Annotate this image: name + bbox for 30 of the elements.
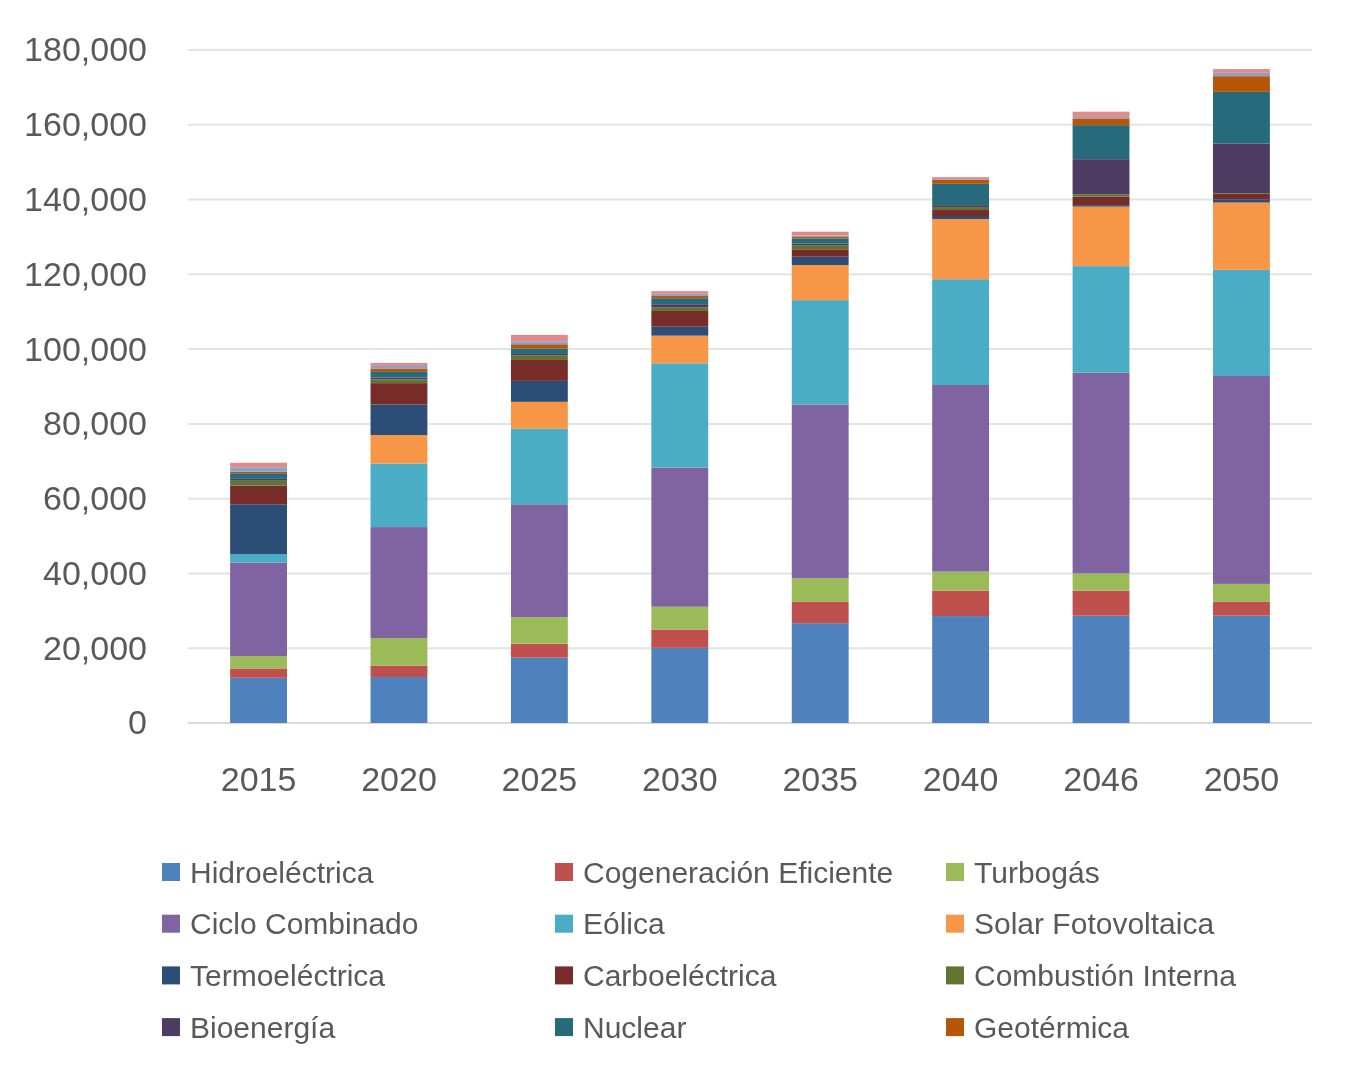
y-tick-label: 0 xyxy=(128,703,147,742)
legend-label: Nuclear xyxy=(583,1010,687,1044)
legend-label: Combustión Interna xyxy=(974,958,1237,992)
x-tick-label: 2025 xyxy=(501,759,578,798)
y-tick-label: 180,000 xyxy=(24,30,147,69)
x-tick-label: 2040 xyxy=(922,759,999,798)
x-tick-label: 2030 xyxy=(641,759,718,798)
legend-label: Carboeléctrica xyxy=(583,958,777,992)
x-tick-label: 2035 xyxy=(782,759,859,798)
legend-label: Eólica xyxy=(583,907,666,941)
y-tick-label: 60,000 xyxy=(43,479,147,518)
legend-label: Termoeléctrica xyxy=(190,958,386,992)
y-tick-label: 120,000 xyxy=(24,254,147,293)
y-tick-label: 80,000 xyxy=(43,404,147,443)
y-tick-label: 20,000 xyxy=(43,628,147,667)
y-tick-label: 160,000 xyxy=(24,105,147,144)
x-tick-label: 2050 xyxy=(1203,759,1280,798)
legend-label: Cogeneración Eficiente xyxy=(583,855,894,889)
y-tick-label: 40,000 xyxy=(43,553,147,592)
x-tick-label: 2046 xyxy=(1063,759,1139,798)
x-tick-label: 2015 xyxy=(220,759,297,798)
y-tick-label: 100,000 xyxy=(24,329,147,368)
legend-label: Turbogás xyxy=(974,855,1100,889)
legend-label: Geotérmica xyxy=(974,1010,1130,1044)
x-tick-label: 2020 xyxy=(361,759,437,798)
legend-label: Hidroeléctrica xyxy=(190,855,374,889)
legend-label: Solar Fotovoltaica xyxy=(974,907,1215,941)
y-tick-label: 140,000 xyxy=(24,179,147,218)
legend-label: Ciclo Combinado xyxy=(190,907,419,941)
legend-label: Bioenergía xyxy=(190,1010,336,1044)
